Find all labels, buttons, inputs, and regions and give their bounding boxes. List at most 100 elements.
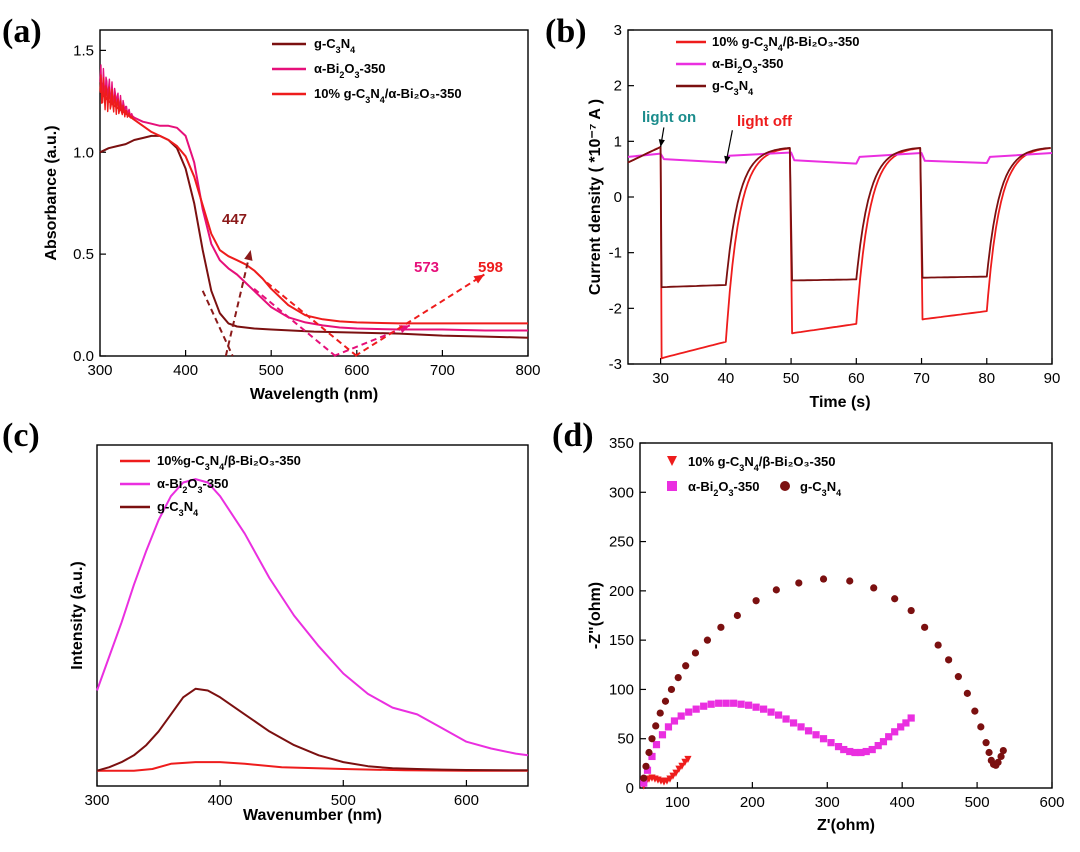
panel-b-legend-label-2-part: 4 — [748, 87, 753, 97]
panel-d-xtick-label: 300 — [815, 794, 840, 811]
panel-c-legend-label-1-part: -350 — [202, 476, 228, 491]
panel-a-tangent-1 — [254, 289, 335, 356]
panel-d-ytick-label: 250 — [609, 534, 634, 551]
panel-a-annotation-573: 573 — [414, 259, 439, 276]
panel-a-legend-label-0-part: 4 — [350, 45, 355, 55]
panel-d-point-1-24 — [805, 727, 812, 734]
panel-b-legend-label-1-part: -350 — [757, 56, 783, 71]
panel-d-legend-marker-2 — [780, 481, 790, 491]
panel-d-point-1-16 — [745, 702, 752, 709]
panel-a-series-1 — [100, 81, 528, 331]
panel-b-legend-label-0-part: 10% g-C — [712, 34, 764, 49]
panel-b-current-density-chart: 30 40 50 60 70 80 90-3-2-10123(b)Time (s)Curre… — [545, 13, 1060, 411]
panel-b-legend-label-0-part: N — [768, 34, 777, 49]
panel-a-ytick-label: 0.5 — [73, 246, 94, 263]
panel-d-point-2-30 — [985, 749, 992, 756]
panel-b-xtick-label: 80 — [978, 370, 995, 387]
panel-d-point-1-9 — [693, 706, 700, 713]
panel-a-xtick-label: 700 — [430, 362, 455, 379]
panel-b-xtick-label: 90 — [1044, 370, 1061, 387]
panel-d-point-2-3 — [648, 735, 655, 742]
panel-d-legend-label-1-part: O — [718, 479, 728, 494]
panel-d-point-1-17 — [753, 704, 760, 711]
panel-d-point-2-8 — [675, 674, 682, 681]
panel-c-legend-label-1-part: O — [187, 476, 197, 491]
panel-a-ytick-label: 0.0 — [73, 348, 94, 365]
panel-d-xtick-label: 200 — [740, 794, 765, 811]
panel-d-point-1-7 — [678, 712, 685, 719]
panel-c-legend-label-0-part: /β-Bi₂O₃-350 — [224, 453, 301, 468]
panel-d-point-2-11 — [704, 637, 711, 644]
panel-a-legend-label-2-part: /α-Bi₂O₃-350 — [385, 86, 462, 101]
panel-d-ytick-label: 200 — [609, 583, 634, 600]
panel-a-absorbance-chart: 300 400 500 600 700 800 0.0 0.5 1.0 1.5 (a) Wavelen… — [2, 13, 541, 403]
panel-b-ytick-label: 1 — [614, 133, 622, 150]
panel-d-point-2-9 — [682, 662, 689, 669]
panel-d-point-1-3 — [653, 741, 660, 748]
panel-b-frame — [628, 30, 1052, 364]
panel-a-xtick-label: 400 — [173, 362, 198, 379]
panel-b-ytick-label: -3 — [609, 356, 622, 373]
panel-a-xtick-label: 500 — [259, 362, 284, 379]
panel-a-tangent-2 — [267, 283, 357, 356]
panel-c-frame — [97, 445, 528, 786]
panel-b-xtick-label: 60 — [848, 370, 865, 387]
panel-b-ylabel: Current density ( *10⁻⁷ A ) — [587, 99, 604, 295]
panel-d-xtick-label: 400 — [890, 794, 915, 811]
panel-d-point-2-13 — [734, 612, 741, 619]
panel-d-ytick-label: 350 — [609, 435, 634, 452]
panel-d-ytick-label: 100 — [609, 681, 634, 698]
panel-d-point-1-41 — [908, 714, 915, 721]
panel-b-ytick-label: -2 — [609, 300, 622, 317]
panel-a-legend-label-2-part: N — [370, 86, 379, 101]
panel-d-point-1-21 — [782, 715, 789, 722]
panel-a-annotation-line-2 — [355, 275, 484, 357]
panel-d-ylabel: -Z"(ohm) — [587, 582, 604, 649]
panel-d-point-2-15 — [773, 586, 780, 593]
panel-d-point-1-11 — [708, 701, 715, 708]
panel-a-legend-label-1-part: O — [344, 61, 354, 76]
panel-d-ytick-label: 0 — [626, 780, 634, 797]
panel-d-point-2-18 — [846, 577, 853, 584]
panel-d-point-2-16 — [795, 579, 802, 586]
panel-a-legend-label-0-part: g-C — [314, 36, 336, 51]
panel-c-label: (c) — [2, 417, 40, 454]
panel-d-point-1-26 — [820, 735, 827, 742]
panel-d-point-1-10 — [700, 703, 707, 710]
panel-c-legend-label-0: 10%g-C3N4/β-Bi₂O₃-350 — [157, 453, 301, 472]
panel-d-legend-label-0-part: N — [744, 454, 753, 469]
panel-d-legend-label-2: g-C3N4 — [800, 479, 841, 498]
panel-b-legend-label-2: g-C3N4 — [712, 78, 753, 97]
panel-c-legend-label-2-part: g-C — [157, 499, 179, 514]
panel-d-point-2-10 — [692, 649, 699, 656]
panel-d-point-1-8 — [685, 709, 692, 716]
panel-a-legend-label-1-part: α-Bi — [314, 61, 339, 76]
figure-canvas: 300 400 500 600 700 8000.00.51.01.5(a)Wavelen… — [0, 0, 1080, 852]
panel-d-point-2-24 — [945, 656, 952, 663]
panel-a-annotation-447: 447 — [222, 211, 247, 228]
panel-d-point-2-27 — [971, 708, 978, 715]
panel-d-point-2-5 — [657, 709, 664, 716]
panel-b-ytick-label: -1 — [609, 245, 622, 262]
panel-d-point-2-22 — [921, 624, 928, 631]
panel-c-legend-label-2-part: N — [184, 499, 193, 514]
panel-d-point-2-1 — [642, 763, 649, 770]
panel-d-legend-label-2-part: g-C — [800, 479, 822, 494]
panel-b-xlabel: Time (s) — [809, 394, 870, 411]
panel-c-series-2 — [97, 689, 528, 771]
panel-a-label: (a) — [2, 13, 42, 50]
panel-d-legend-label-0-part: 10% g-C — [688, 454, 740, 469]
panel-c-series-1 — [97, 479, 528, 755]
panel-c-ylabel: Intensity (a.u.) — [69, 561, 86, 669]
panel-c-photoluminescence-chart: 300 400 500 600(c)Wavenumber (nm)Intensity … — [2, 417, 528, 824]
panel-c-xtick-label: 600 — [454, 792, 479, 809]
panel-b-annotation-light-on: light on — [642, 109, 696, 126]
panel-c-legend-label-2-part: 4 — [193, 508, 198, 518]
panel-d-frame — [640, 443, 1052, 788]
panel-a-annotation-line-0 — [226, 250, 251, 356]
panel-b-series-0 — [628, 147, 1051, 359]
panel-a-annotation-arrow-0 — [244, 250, 252, 261]
panel-d-point-1-6 — [671, 717, 678, 724]
panel-c-legend-label-2: g-C3N4 — [157, 499, 198, 518]
panel-d-point-1-12 — [715, 700, 722, 707]
